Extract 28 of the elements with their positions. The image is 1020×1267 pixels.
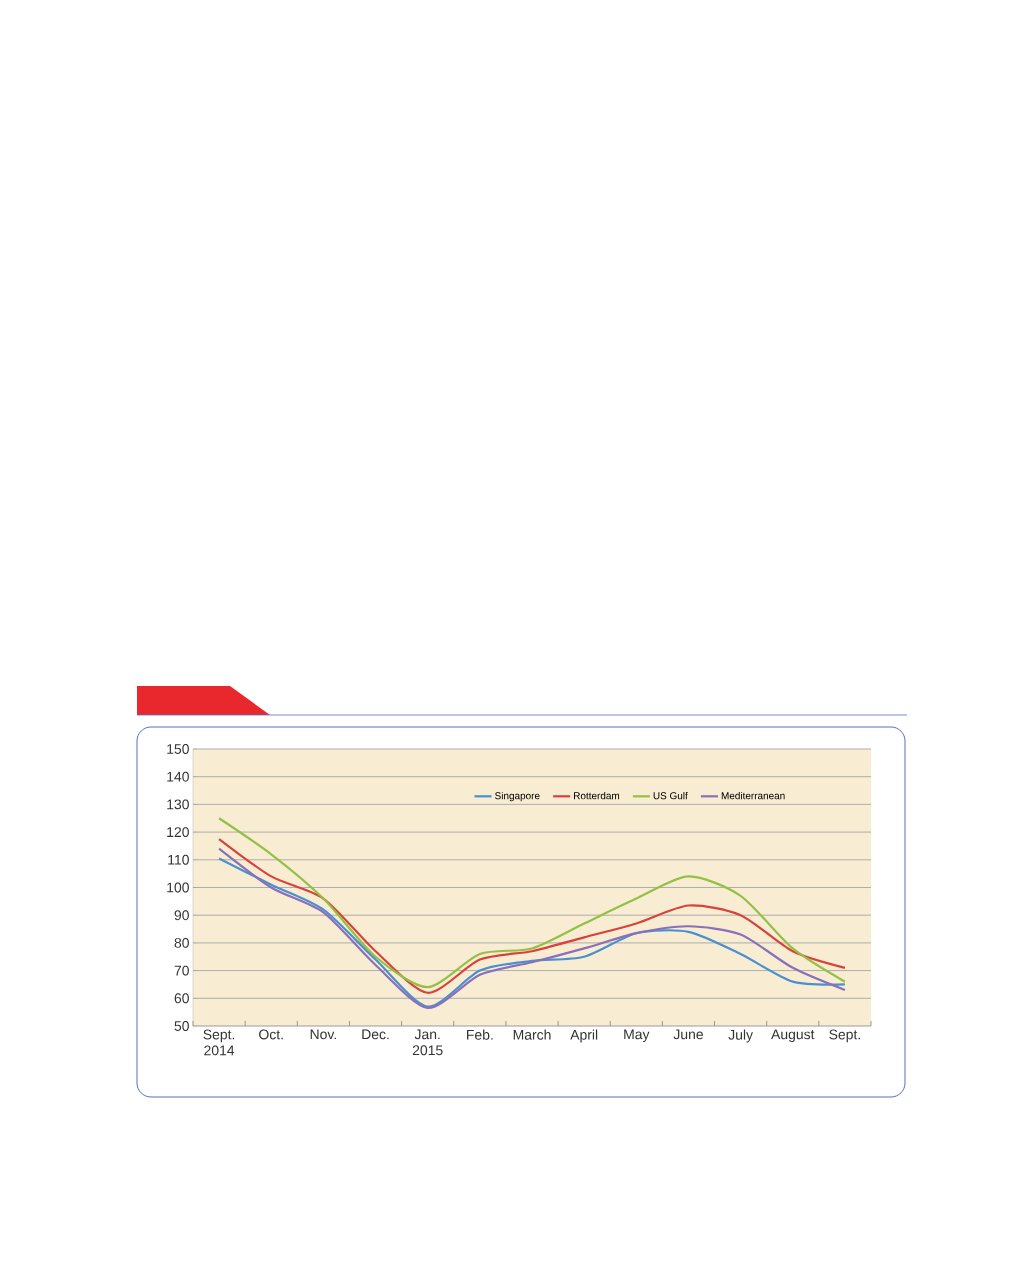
y-tick-label: 90	[174, 910, 189, 921]
y-tick-label: 130	[167, 799, 189, 810]
x-tick-label: Sept. 2014	[203, 1029, 235, 1056]
y-tick-label: 110	[168, 854, 189, 865]
x-tick-label: Jan. 2015	[412, 1029, 443, 1056]
y-tick-label: 100	[167, 882, 189, 893]
x-tick-label: June	[673, 1029, 703, 1040]
y-tick-label: 70	[174, 965, 189, 976]
x-tick-label: August	[771, 1029, 815, 1042]
x-tick-label: May	[624, 1029, 650, 1042]
legend-label: Mediterranean	[721, 791, 785, 800]
y-tick-label: 140	[167, 771, 189, 782]
legend-label: US Gulf	[653, 791, 688, 800]
x-tick-label: Feb.	[467, 1029, 493, 1040]
x-tick-label: Nov.	[310, 1029, 336, 1040]
y-tick-label: 60	[174, 993, 189, 1004]
x-tick-label: April	[570, 1029, 598, 1043]
legend-label: Singapore	[495, 791, 540, 802]
legend-label: Rotterdam	[574, 791, 620, 800]
y-tick-label: 80	[174, 937, 189, 948]
y-tick-label: 150	[167, 744, 189, 754]
x-tick-label: July	[728, 1029, 753, 1043]
x-tick-label: Dec.	[362, 1029, 389, 1040]
x-tick-label: March	[513, 1029, 551, 1040]
x-tick-label: Oct.	[259, 1029, 283, 1040]
x-tick-label: Sept.	[829, 1029, 860, 1043]
y-tick-label: 120	[167, 827, 189, 838]
y-tick-label: 50	[174, 1021, 189, 1031]
